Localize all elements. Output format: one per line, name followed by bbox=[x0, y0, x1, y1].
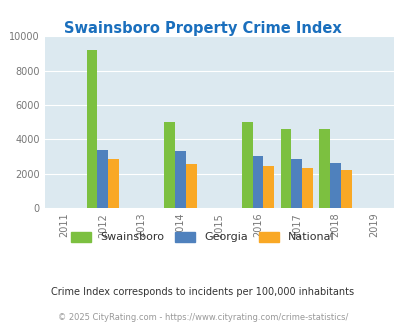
Bar bbox=[108, 159, 119, 208]
Bar bbox=[301, 168, 312, 208]
Bar bbox=[291, 159, 301, 208]
Bar bbox=[252, 155, 263, 208]
Text: Crime Index corresponds to incidents per 100,000 inhabitants: Crime Index corresponds to incidents per… bbox=[51, 287, 354, 297]
Bar bbox=[329, 163, 340, 208]
Bar bbox=[241, 122, 252, 208]
Bar bbox=[86, 50, 97, 208]
Bar bbox=[280, 129, 291, 208]
Bar bbox=[319, 129, 329, 208]
Text: © 2025 CityRating.com - https://www.cityrating.com/crime-statistics/: © 2025 CityRating.com - https://www.city… bbox=[58, 313, 347, 322]
Legend: Swainsboro, Georgia, National: Swainsboro, Georgia, National bbox=[67, 227, 338, 247]
Text: Swainsboro Property Crime Index: Swainsboro Property Crime Index bbox=[64, 21, 341, 36]
Bar bbox=[97, 149, 108, 208]
Bar bbox=[340, 170, 351, 208]
Bar bbox=[185, 164, 196, 208]
Bar bbox=[263, 166, 274, 208]
Bar bbox=[175, 151, 185, 208]
Bar bbox=[164, 122, 175, 208]
